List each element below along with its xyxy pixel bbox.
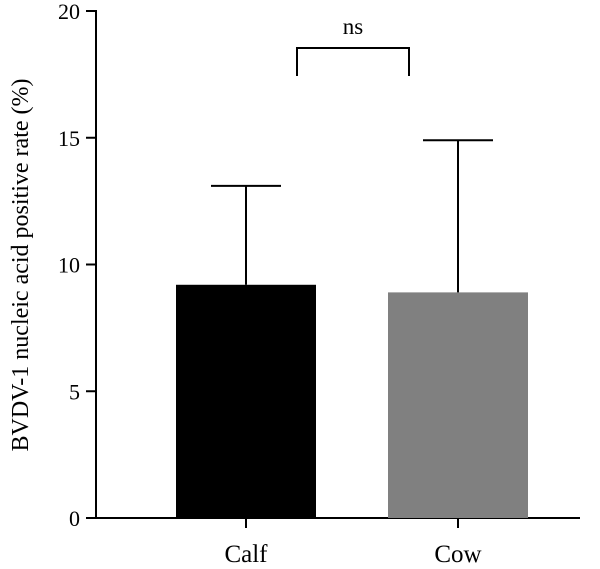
- y-tick-label: 10: [58, 253, 80, 278]
- bars: [176, 284, 528, 518]
- bar-calf: [176, 284, 316, 518]
- error-bars: [211, 139, 493, 293]
- y-tick-label: 20: [58, 0, 80, 24]
- y-tick-label: 15: [58, 126, 80, 151]
- y-axis-title: BVDV-1 nucleic acid positive rate (%): [8, 79, 34, 452]
- significance-bracket: ns: [296, 14, 410, 76]
- x-tick-label: Cow: [434, 541, 481, 568]
- significance-label: ns: [343, 14, 364, 39]
- y-tick-label: 5: [69, 379, 80, 404]
- bar-cow: [388, 292, 528, 518]
- y-tick-label: 0: [69, 506, 80, 531]
- significance-bracket-line: [296, 47, 410, 76]
- x-tick-label: Calf: [224, 541, 268, 568]
